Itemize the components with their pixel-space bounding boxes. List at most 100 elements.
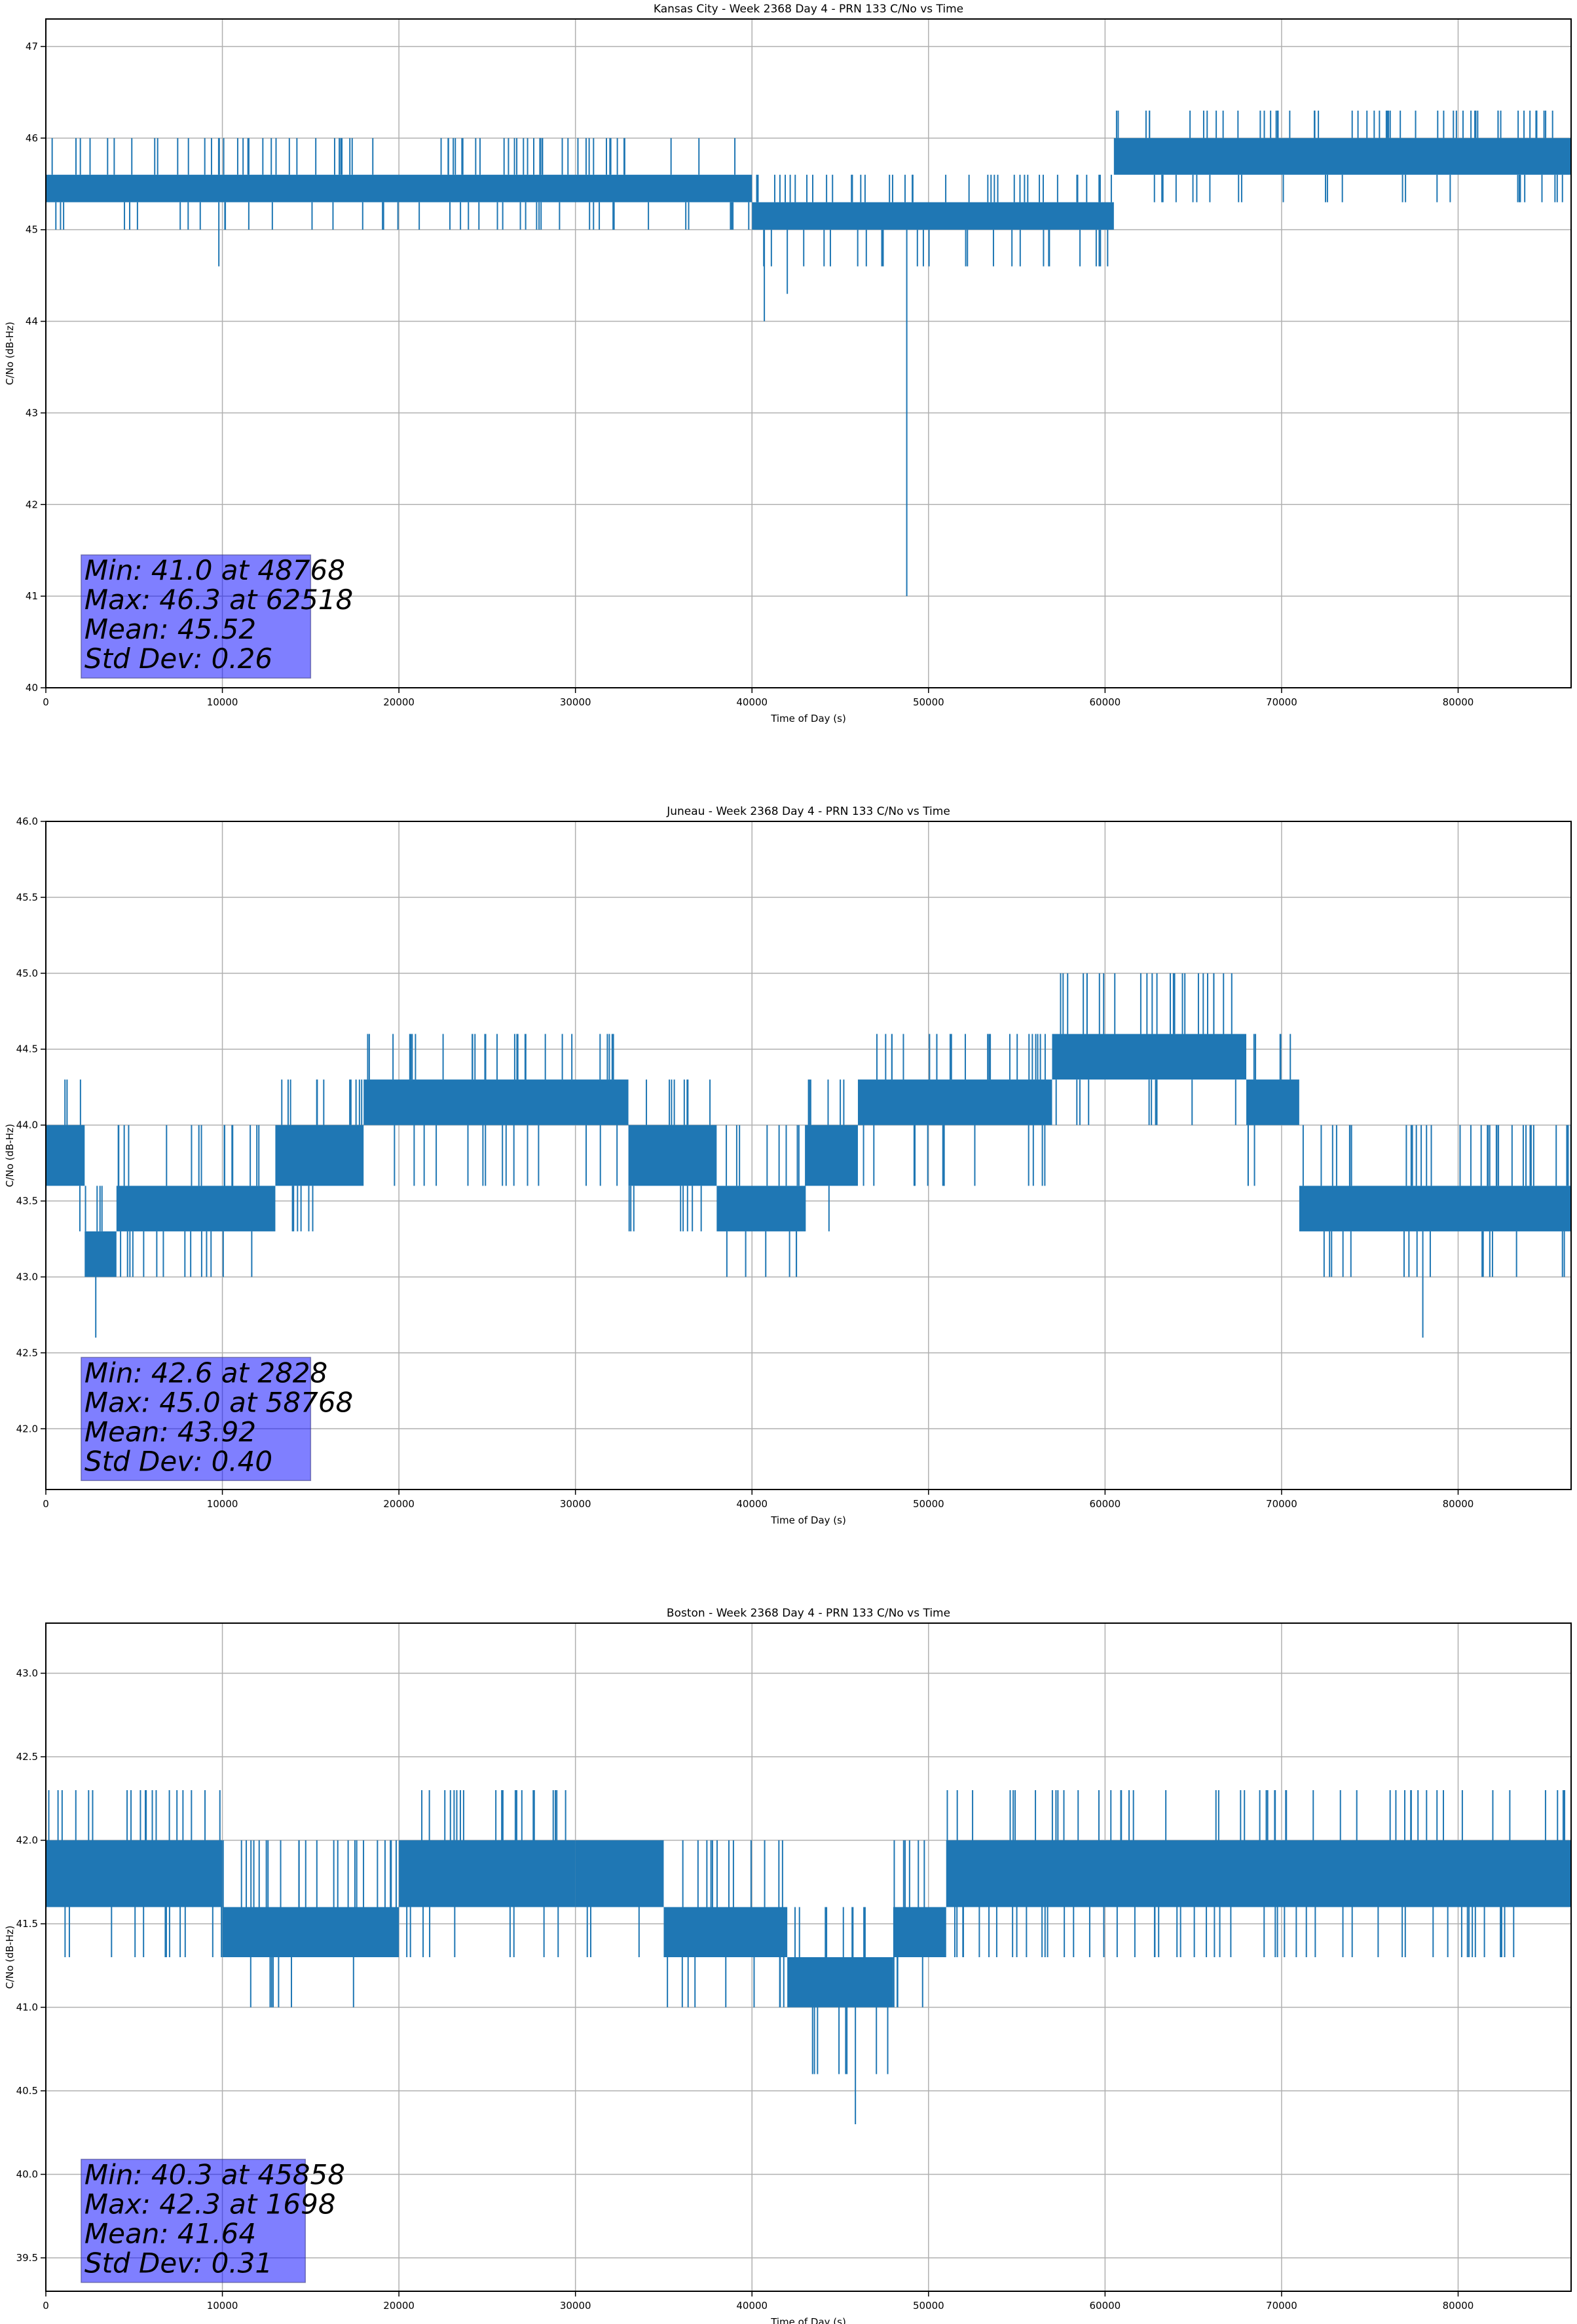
x-axis-label: Time of Day (s) <box>770 2316 846 2324</box>
x-tick-label: 40000 <box>736 1498 768 1510</box>
axes-frame <box>45 1622 1572 2292</box>
series-band <box>663 1907 788 1957</box>
stats-line: Std Dev: 0.40 <box>84 1445 272 1477</box>
y-tick-label: 40 <box>26 682 38 694</box>
y-tick-label: 41.0 <box>16 2002 38 2014</box>
stats-box-background <box>81 554 312 679</box>
series-band <box>363 1079 629 1125</box>
series-band <box>84 1231 117 1277</box>
stats-box-background <box>81 2158 306 2283</box>
x-axis-label: Time of Day (s) <box>770 1514 846 1526</box>
series-band <box>116 1186 276 1231</box>
y-tick-label: 44 <box>26 316 38 328</box>
x-tick-label: 0 <box>43 696 49 708</box>
y-tick-label: 42.5 <box>16 1347 38 1359</box>
x-tick-label: 0 <box>43 1498 49 1510</box>
series-band <box>893 1907 946 1957</box>
stats-line: Min: 40.3 at 45858 <box>84 2159 345 2191</box>
series-band <box>275 1125 364 1186</box>
stats-line: Min: 41.0 at 48768 <box>84 554 345 586</box>
x-tick-label: 10000 <box>207 696 238 708</box>
data-series <box>45 973 1572 1338</box>
y-tick-label: 43 <box>26 407 38 419</box>
x-tick-label: 50000 <box>913 2300 944 2312</box>
x-tick-label: 80000 <box>1443 696 1474 708</box>
y-axis-label: C/No (dB-Hz) <box>4 322 16 385</box>
y-tick-label: 43.5 <box>16 1195 38 1207</box>
series-band <box>222 1907 399 1957</box>
x-tick-label: 10000 <box>207 1498 238 1510</box>
series-band <box>946 1840 1571 1907</box>
stats-line: Std Dev: 0.26 <box>84 643 272 675</box>
y-tick-label: 46.0 <box>16 815 38 827</box>
stats-line: Max: 42.3 at 1698 <box>84 2188 336 2221</box>
series-band <box>1246 1079 1299 1125</box>
y-tick-label: 42.0 <box>16 1423 38 1434</box>
series-band <box>628 1125 717 1186</box>
x-axis-label: Time of Day (s) <box>770 713 846 724</box>
y-tick-label: 39.5 <box>16 2252 38 2264</box>
y-tick-label: 47 <box>26 41 38 52</box>
series-band <box>1299 1186 1571 1231</box>
stats-box-background <box>81 1357 312 1482</box>
y-tick-label: 46 <box>26 132 38 144</box>
chart-title: Kansas City - Week 2368 Day 4 - PRN 133 … <box>654 3 963 16</box>
series-band <box>46 1125 85 1186</box>
x-tick-label: 60000 <box>1090 1498 1121 1510</box>
y-axis-label: C/No (dB-Hz) <box>4 1124 16 1188</box>
stats-line: Mean: 41.64 <box>84 2218 256 2250</box>
data-series <box>46 110 1571 597</box>
axes-frame <box>45 821 1572 1490</box>
x-tick-label: 70000 <box>1266 696 1297 708</box>
chart-title: Juneau - Week 2368 Day 4 - PRN 133 C/No … <box>666 805 950 818</box>
y-axis-label: C/No (dB-Hz) <box>4 1926 16 1989</box>
y-tick-label: 42 <box>26 498 38 510</box>
x-tick-label: 40000 <box>736 696 768 708</box>
series-band <box>716 1186 806 1231</box>
x-tick-label: 20000 <box>383 2300 415 2312</box>
y-tick-label: 43.0 <box>16 1271 38 1283</box>
x-tick-label: 30000 <box>560 2300 591 2312</box>
y-tick-label: 42.5 <box>16 1751 38 1763</box>
x-tick-label: 50000 <box>913 1498 944 1510</box>
series-band <box>787 1957 893 2008</box>
y-tick-label: 44.5 <box>16 1043 38 1055</box>
chart-title: Boston - Week 2368 Day 4 - PRN 133 C/No … <box>667 1607 950 1620</box>
y-tick-label: 44.0 <box>16 1119 38 1131</box>
y-tick-label: 45.0 <box>16 967 38 979</box>
series-band <box>1052 1034 1247 1080</box>
series-band <box>46 174 752 202</box>
x-tick-label: 70000 <box>1266 1498 1297 1510</box>
series-band <box>575 1840 664 1907</box>
x-tick-label: 70000 <box>1266 2300 1297 2312</box>
y-tick-label: 42.0 <box>16 1835 38 1846</box>
x-tick-label: 40000 <box>736 2300 768 2312</box>
y-tick-label: 40.0 <box>16 2169 38 2181</box>
y-tick-label: 41 <box>26 590 38 602</box>
axes-frame <box>45 18 1572 688</box>
stats-line: Max: 46.3 at 62518 <box>84 584 353 616</box>
x-tick-label: 20000 <box>383 1498 415 1510</box>
x-tick-label: 20000 <box>383 696 415 708</box>
series-band <box>399 1840 576 1907</box>
subplot-2: 0 10000 20000 30000 40000 50000 60000 70000 8000… <box>4 1607 1572 2324</box>
x-tick-label: 80000 <box>1443 2300 1474 2312</box>
x-tick-label: 60000 <box>1090 2300 1121 2312</box>
y-tick-label: 45 <box>26 224 38 236</box>
stats-line: Mean: 45.52 <box>84 613 256 645</box>
x-tick-label: 30000 <box>560 696 591 708</box>
y-tick-label: 41.5 <box>16 1918 38 1930</box>
x-tick-label: 50000 <box>913 696 944 708</box>
series-band <box>1113 138 1571 175</box>
y-tick-label: 43.0 <box>16 1668 38 1679</box>
series-band <box>857 1079 1052 1125</box>
x-tick-label: 80000 <box>1443 1498 1474 1510</box>
subplot-1: 0 10000 20000 30000 40000 50000 60000 70000 8000… <box>4 805 1572 1526</box>
series-band <box>752 202 1114 230</box>
y-tick-label: 45.5 <box>16 891 38 903</box>
series-band <box>805 1125 858 1186</box>
x-tick-label: 30000 <box>560 1498 591 1510</box>
